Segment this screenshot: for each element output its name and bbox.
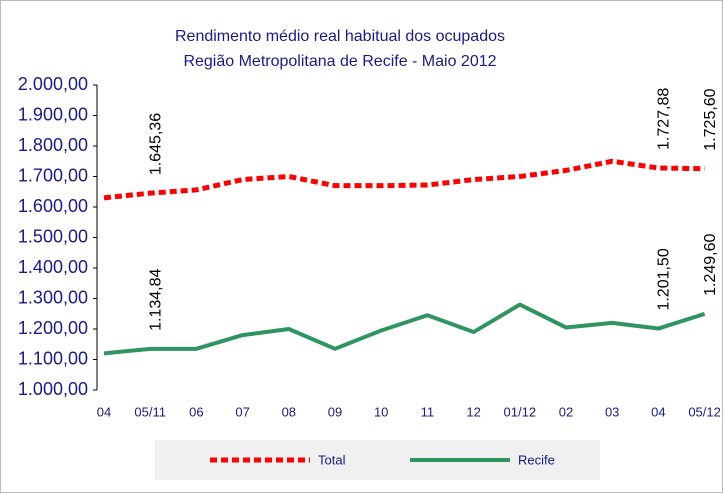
series-line [103,158,705,201]
x-tick-label: 05/11 [134,404,166,419]
y-tick-label: 1.200,00 [18,318,88,338]
data-label: 1.727,88 [656,88,673,150]
y-tick-label: 1.000,00 [18,379,88,399]
x-tick-label: 09 [328,404,342,419]
y-tick-label: 1.700,00 [18,165,88,185]
x-tick-label: 07 [235,404,249,419]
data-label: 1.201,50 [656,248,673,310]
chart-subtitle: Região Metropolitana de Recife - Maio 20… [183,53,496,70]
data-label: 1.249,60 [702,233,719,295]
x-tick-label: 04 [651,404,665,419]
x-tick-label: 12 [466,404,480,419]
x-tick-label: 05/12 [688,404,721,419]
y-tick-label: 1.500,00 [18,226,88,246]
x-tick-label: 08 [282,404,296,419]
y-tick-label: 1.300,00 [18,287,88,307]
legend-label: Recife [518,452,555,467]
y-tick-label: 1.900,00 [18,104,88,124]
y-tick-label: 1.400,00 [18,257,88,277]
x-tick-label: 03 [605,404,619,419]
data-label: 1.645,36 [147,113,164,175]
legend [155,440,600,480]
x-tick-label: 04 [97,404,111,419]
y-tick-label: 1.100,00 [18,348,88,368]
x-tick-label: 11 [421,404,435,419]
data-label: 1.134,84 [147,268,164,330]
y-tick-label: 2.000,00 [18,74,88,94]
data-label: 1.725,60 [702,88,719,150]
x-tick-label: 02 [559,404,573,419]
chart-title: Rendimento médio real habitual dos ocupa… [175,28,505,45]
legend-label: Total [318,452,346,467]
x-tick-label: 06 [189,404,203,419]
y-tick-label: 1.800,00 [18,135,88,155]
x-tick-label: 10 [374,404,388,419]
y-tick-label: 1.600,00 [18,196,88,216]
series-line [103,302,706,356]
x-tick-label: 01/12 [504,404,537,419]
